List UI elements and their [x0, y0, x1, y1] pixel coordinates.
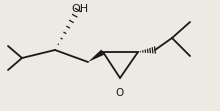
Text: O: O — [116, 88, 124, 98]
Polygon shape — [88, 50, 105, 62]
Text: OH: OH — [72, 4, 89, 14]
